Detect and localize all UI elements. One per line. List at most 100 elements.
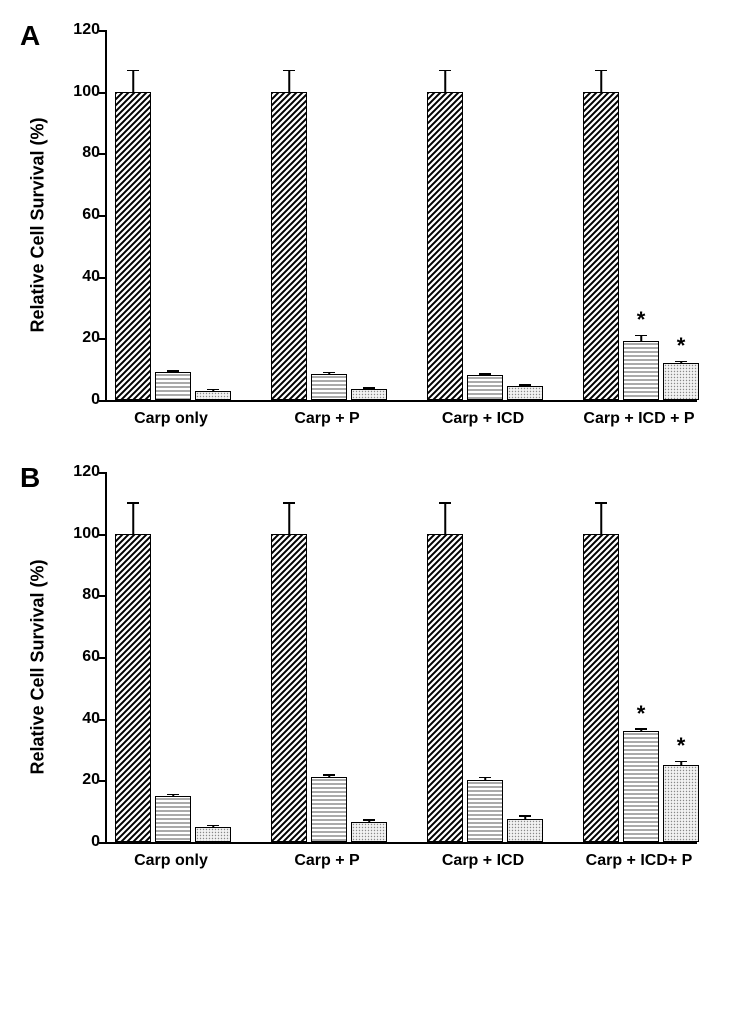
error-cap bbox=[127, 70, 139, 72]
error-cap bbox=[167, 370, 179, 372]
y-tick bbox=[99, 92, 107, 94]
bar bbox=[427, 534, 463, 842]
bar bbox=[155, 796, 191, 842]
error-cap bbox=[519, 384, 531, 386]
y-tick-label: 80 bbox=[62, 586, 100, 604]
bar bbox=[507, 819, 543, 842]
x-tick-label: Carp + ICD + P bbox=[583, 410, 694, 428]
error-cap bbox=[675, 361, 687, 363]
y-axis-label: Relative Cell Survival (%) bbox=[28, 117, 49, 332]
x-axis-labels: Carp onlyCarp + PCarp + ICDCarp + ICD + … bbox=[105, 402, 695, 432]
bar bbox=[311, 777, 347, 842]
bar-group bbox=[427, 472, 543, 842]
error-cap bbox=[283, 502, 295, 504]
significance-star: * bbox=[637, 701, 646, 727]
bar-group: ** bbox=[583, 472, 699, 842]
error-cap bbox=[207, 825, 219, 827]
bar bbox=[115, 92, 151, 400]
y-tick-label: 60 bbox=[62, 648, 100, 666]
error-bar bbox=[288, 70, 290, 92]
x-tick-label: Carp + ICD+ P bbox=[586, 852, 693, 870]
error-bar bbox=[444, 503, 446, 534]
error-cap bbox=[675, 761, 687, 763]
x-tick-label: Carp + ICD bbox=[442, 410, 524, 428]
y-tick-label: 0 bbox=[62, 833, 100, 851]
error-cap bbox=[127, 502, 139, 504]
bar-group bbox=[115, 30, 231, 400]
bar bbox=[195, 827, 231, 842]
significance-star: * bbox=[677, 733, 686, 759]
y-tick bbox=[99, 472, 107, 474]
y-tick-label: 40 bbox=[62, 710, 100, 728]
error-cap bbox=[635, 335, 647, 337]
error-cap bbox=[439, 502, 451, 504]
error-bar bbox=[132, 70, 134, 92]
error-cap bbox=[519, 815, 531, 817]
error-cap bbox=[363, 387, 375, 389]
bar bbox=[351, 822, 387, 842]
bar bbox=[155, 372, 191, 400]
bar bbox=[271, 92, 307, 400]
y-axis-label: Relative Cell Survival (%) bbox=[28, 559, 49, 774]
bar bbox=[271, 534, 307, 842]
error-cap bbox=[439, 70, 451, 72]
bar bbox=[351, 389, 387, 400]
bar bbox=[195, 391, 231, 400]
error-cap bbox=[167, 794, 179, 796]
panel-b: BRelative Cell Survival (%)0204060801001… bbox=[20, 472, 730, 874]
y-tick bbox=[99, 338, 107, 340]
error-cap bbox=[595, 502, 607, 504]
y-tick-label: 120 bbox=[62, 21, 100, 39]
y-tick bbox=[99, 153, 107, 155]
error-bar bbox=[600, 70, 602, 92]
panel-label: A bbox=[20, 20, 40, 52]
significance-star: * bbox=[637, 307, 646, 333]
y-tick bbox=[99, 534, 107, 536]
y-tick bbox=[99, 215, 107, 217]
y-tick bbox=[99, 595, 107, 597]
bar-group bbox=[271, 30, 387, 400]
y-tick-label: 0 bbox=[62, 391, 100, 409]
y-tick bbox=[99, 780, 107, 782]
error-bar bbox=[444, 70, 446, 92]
y-tick bbox=[99, 277, 107, 279]
x-tick-label: Carp only bbox=[134, 852, 208, 870]
bar bbox=[115, 534, 151, 842]
error-bar bbox=[132, 503, 134, 534]
error-cap bbox=[207, 389, 219, 391]
bar bbox=[583, 92, 619, 400]
bar-group bbox=[115, 472, 231, 842]
figure: ARelative Cell Survival (%)0204060801001… bbox=[20, 30, 730, 874]
chart-area: 020406080100120** bbox=[105, 472, 697, 844]
x-axis-labels: Carp only Carp + P Carp + ICD Carp + ICD+ P bbox=[105, 844, 695, 874]
error-cap bbox=[363, 819, 375, 821]
bar bbox=[467, 375, 503, 400]
y-tick-label: 100 bbox=[62, 525, 100, 543]
bar bbox=[507, 386, 543, 400]
y-tick-label: 40 bbox=[62, 268, 100, 286]
x-tick-label: Carp only bbox=[134, 410, 208, 428]
x-tick-label: Carp + ICD bbox=[442, 852, 524, 870]
bar-group: ** bbox=[583, 30, 699, 400]
x-tick-label: Carp + P bbox=[294, 852, 359, 870]
error-cap bbox=[323, 774, 335, 776]
bar bbox=[467, 780, 503, 842]
y-tick-label: 20 bbox=[62, 329, 100, 347]
error-cap bbox=[635, 728, 647, 730]
y-tick bbox=[99, 719, 107, 721]
error-bar bbox=[600, 503, 602, 534]
bar-group bbox=[427, 30, 543, 400]
y-tick bbox=[99, 657, 107, 659]
panel-label: B bbox=[20, 462, 40, 494]
bar bbox=[311, 374, 347, 400]
y-tick-label: 60 bbox=[62, 206, 100, 224]
bar bbox=[427, 92, 463, 400]
error-cap bbox=[323, 372, 335, 374]
bar bbox=[663, 765, 699, 842]
bar bbox=[663, 363, 699, 400]
bar bbox=[623, 731, 659, 842]
error-cap bbox=[595, 70, 607, 72]
chart-area: 020406080100120** bbox=[105, 30, 697, 402]
error-cap bbox=[479, 777, 491, 779]
error-cap bbox=[479, 373, 491, 375]
